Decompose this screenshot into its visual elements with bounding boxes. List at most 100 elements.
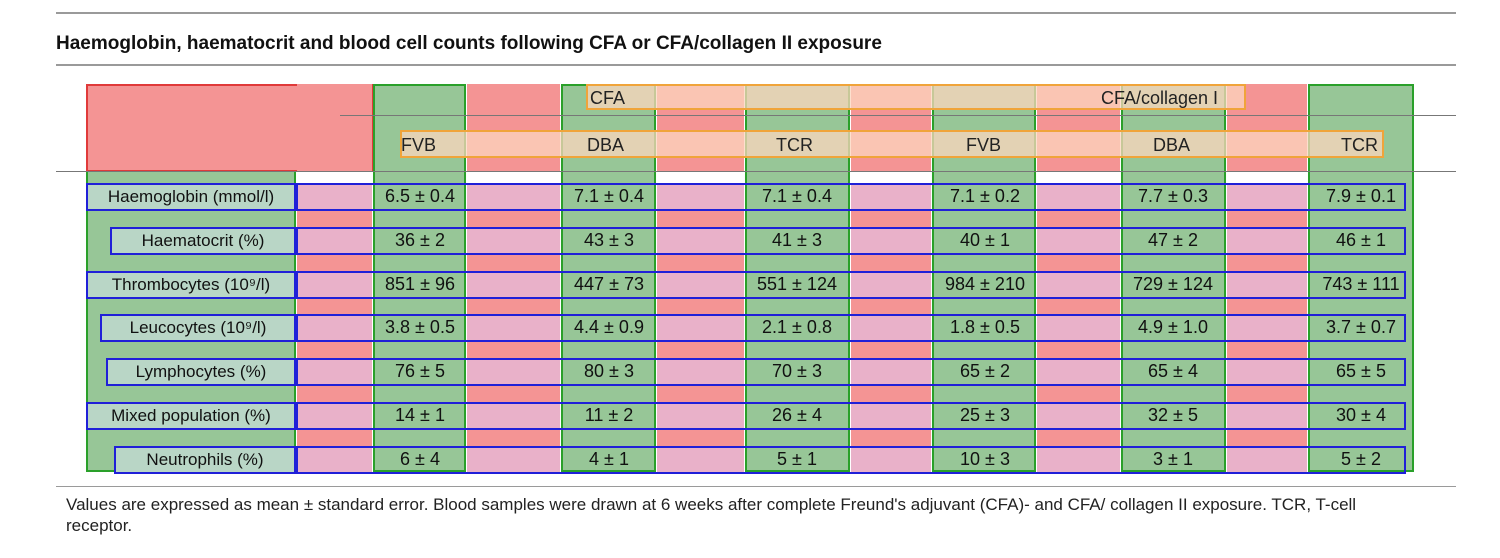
row-label: Neutrophils (%) [114, 446, 296, 474]
gap-sep-fill-5-3 [1227, 342, 1307, 358]
table-cell: 551 ± 124 [757, 274, 837, 295]
table-cell: 2.1 ± 0.8 [762, 317, 832, 338]
table-cell: 984 ± 210 [945, 274, 1025, 295]
gap-sep-fill-0-5 [297, 430, 372, 446]
gap-header-fill-1 [467, 84, 560, 172]
table-cell: 43 ± 3 [584, 230, 634, 251]
table-cell: 30 ± 4 [1336, 405, 1386, 426]
table-cell: 4.4 ± 0.9 [574, 317, 644, 338]
gap-sep-fill-1-0 [467, 211, 560, 227]
gap-sep-fill-3-5 [851, 430, 931, 446]
gap-sep-fill-4-3 [1037, 342, 1120, 358]
table-cell: 7.1 ± 0.2 [950, 186, 1020, 207]
strain-dba-cfa: DBA [587, 135, 624, 156]
top-rule [56, 12, 1456, 14]
gap-sep-fill-1-3 [467, 342, 560, 358]
table-cell: 6.5 ± 0.4 [385, 186, 455, 207]
row-value-band [296, 271, 1406, 299]
table-cell: 14 ± 1 [395, 405, 445, 426]
strain-tcr-collagen: TCR [1341, 135, 1378, 156]
table-cell: 40 ± 1 [960, 230, 1010, 251]
row-value-band [296, 314, 1406, 342]
gap-sep-fill-4-5 [1037, 430, 1120, 446]
gap-sep-fill-5-2 [1227, 299, 1307, 315]
table-cell: 5 ± 1 [777, 449, 817, 470]
strain-tcr-cfa: TCR [776, 135, 813, 156]
table-cell: 851 ± 96 [385, 274, 455, 295]
gap-sep-fill-3-3 [851, 342, 931, 358]
group-cfa-collagen: CFA/collagen I [1101, 88, 1218, 109]
title-rule [56, 64, 1456, 66]
table-cell: 32 ± 5 [1148, 405, 1198, 426]
table-cell: 6 ± 4 [400, 449, 440, 470]
footnote: Values are expressed as mean ± standard … [66, 494, 1426, 536]
table-title: Haemoglobin, haematocrit and blood cell … [56, 33, 882, 55]
gap-sep-fill-2-5 [657, 430, 744, 446]
gap-sep-fill-0-1 [297, 255, 372, 271]
table-cell: 46 ± 1 [1336, 230, 1386, 251]
gap-sep-fill-5-0 [1227, 211, 1307, 227]
bottom-rule [56, 486, 1456, 487]
table-cell: 36 ± 2 [395, 230, 445, 251]
gap-sep-fill-3-2 [851, 299, 931, 315]
gap-header-fill-0 [297, 84, 372, 172]
table-cell: 65 ± 2 [960, 361, 1010, 382]
table-cell: 7.7 ± 0.3 [1138, 186, 1208, 207]
table-cell: 729 ± 124 [1133, 274, 1213, 295]
gap-sep-fill-1-2 [467, 299, 560, 315]
group-cfa: CFA [590, 88, 625, 109]
strain-dba-collagen: DBA [1153, 135, 1190, 156]
gap-sep-fill-3-1 [851, 255, 931, 271]
table-cell: 47 ± 2 [1148, 230, 1198, 251]
table-cell: 3.7 ± 0.7 [1326, 317, 1396, 338]
table-cell: 65 ± 5 [1336, 361, 1386, 382]
gap-sep-fill-3-0 [851, 211, 931, 227]
gap-sep-fill-5-1 [1227, 255, 1307, 271]
gap-sep-fill-5-5 [1227, 430, 1307, 446]
row-value-band [296, 358, 1406, 386]
gap-sep-fill-0-2 [297, 299, 372, 315]
gap-sep-fill-2-1 [657, 255, 744, 271]
row-value-band [296, 446, 1406, 474]
table-cell: 447 ± 73 [574, 274, 644, 295]
gap-sep-fill-2-3 [657, 342, 744, 358]
table-cell: 3.8 ± 0.5 [385, 317, 455, 338]
row-label: Lymphocytes (%) [106, 358, 296, 386]
table-cell: 70 ± 3 [772, 361, 822, 382]
gap-sep-fill-0-0 [297, 211, 372, 227]
row-label: Thrombocytes (10⁹/l) [86, 271, 296, 299]
table-cell: 7.1 ± 0.4 [574, 186, 644, 207]
table-cell: 10 ± 3 [960, 449, 1010, 470]
row-label: Mixed population (%) [86, 402, 296, 430]
table-cell: 65 ± 4 [1148, 361, 1198, 382]
table-cell: 7.1 ± 0.4 [762, 186, 832, 207]
table-cell: 76 ± 5 [395, 361, 445, 382]
row-value-band [296, 402, 1406, 430]
strain-header [400, 130, 1384, 158]
table-cell: 26 ± 4 [772, 405, 822, 426]
gap-sep-fill-3-4 [851, 386, 931, 402]
row-label: Haemoglobin (mmol/l) [86, 183, 296, 211]
table-cell: 3 ± 1 [1153, 449, 1193, 470]
gap-sep-fill-1-4 [467, 386, 560, 402]
table-cell: 7.9 ± 0.1 [1326, 186, 1396, 207]
gap-sep-fill-2-4 [657, 386, 744, 402]
table-cell: 11 ± 2 [585, 405, 634, 426]
gap-sep-fill-2-2 [657, 299, 744, 315]
gap-sep-fill-5-4 [1227, 386, 1307, 402]
row-label: Haematocrit (%) [110, 227, 296, 255]
row-value-band [296, 227, 1406, 255]
gap-sep-fill-1-5 [467, 430, 560, 446]
table-cell: 4.9 ± 1.0 [1138, 317, 1208, 338]
strain-fvb-cfa: FVB [401, 135, 436, 156]
table-cell: 743 ± 111 [1322, 274, 1399, 295]
table-cell: 25 ± 3 [960, 405, 1010, 426]
gap-sep-fill-4-1 [1037, 255, 1120, 271]
gap-sep-fill-4-2 [1037, 299, 1120, 315]
table-cell: 80 ± 3 [584, 361, 634, 382]
gap-sep-fill-4-0 [1037, 211, 1120, 227]
gap-sep-fill-1-1 [467, 255, 560, 271]
table-cell: 41 ± 3 [772, 230, 822, 251]
row-label: Leucocytes (10⁹/l) [100, 314, 296, 342]
table-cell: 1.8 ± 0.5 [950, 317, 1020, 338]
